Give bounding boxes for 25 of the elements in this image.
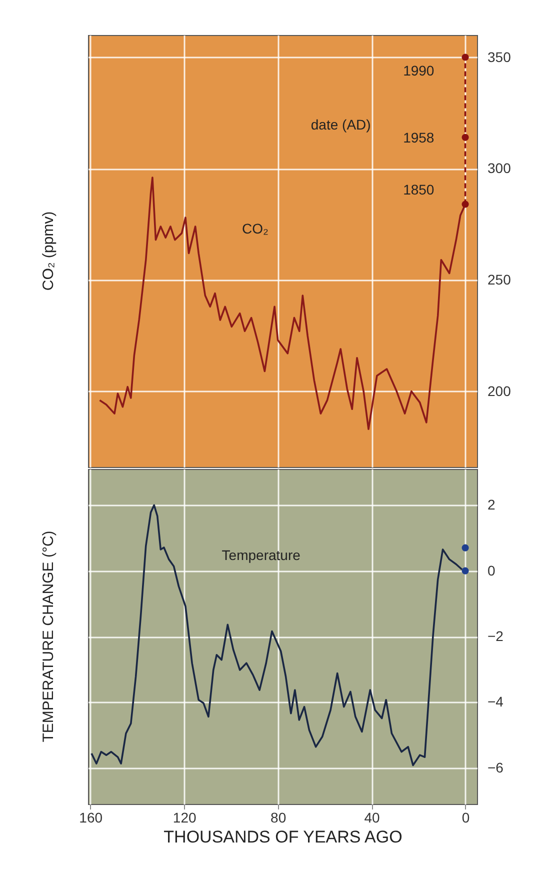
y-tick-label: 300 (488, 160, 512, 176)
annotation: CO₂ (242, 220, 268, 236)
y-tick-label: 250 (488, 271, 512, 288)
x-tick-label: 0 (462, 810, 470, 826)
x-tick-label: 120 (172, 810, 196, 826)
annotation: 1958 (403, 130, 434, 146)
x-axis-title: THOUSANDS OF YEARS AGO (164, 828, 402, 846)
x-tick-label: 40 (364, 810, 380, 826)
y-tick-label: 350 (488, 48, 512, 65)
y-tick-label: 0 (488, 562, 496, 578)
y-tick-label: −4 (488, 694, 504, 710)
point (462, 200, 469, 208)
x-tick-label: 160 (79, 810, 103, 826)
x-tick-label: 80 (270, 810, 286, 826)
y-tick-label: 2 (488, 496, 496, 513)
y-axis-title: TEMPERATURE CHANGE (°C) (40, 530, 57, 742)
y-tick-label: 200 (488, 382, 512, 399)
annotation: date (AD) (310, 116, 371, 133)
y-axis-title: CO₂ (ppmv) (40, 211, 57, 291)
point (462, 54, 469, 61)
y-tick-label: −6 (488, 759, 504, 776)
y-tick-label: −2 (488, 628, 504, 644)
annotation: 1990 (403, 62, 434, 79)
annotation: 1850 (403, 182, 434, 198)
point (462, 134, 469, 141)
